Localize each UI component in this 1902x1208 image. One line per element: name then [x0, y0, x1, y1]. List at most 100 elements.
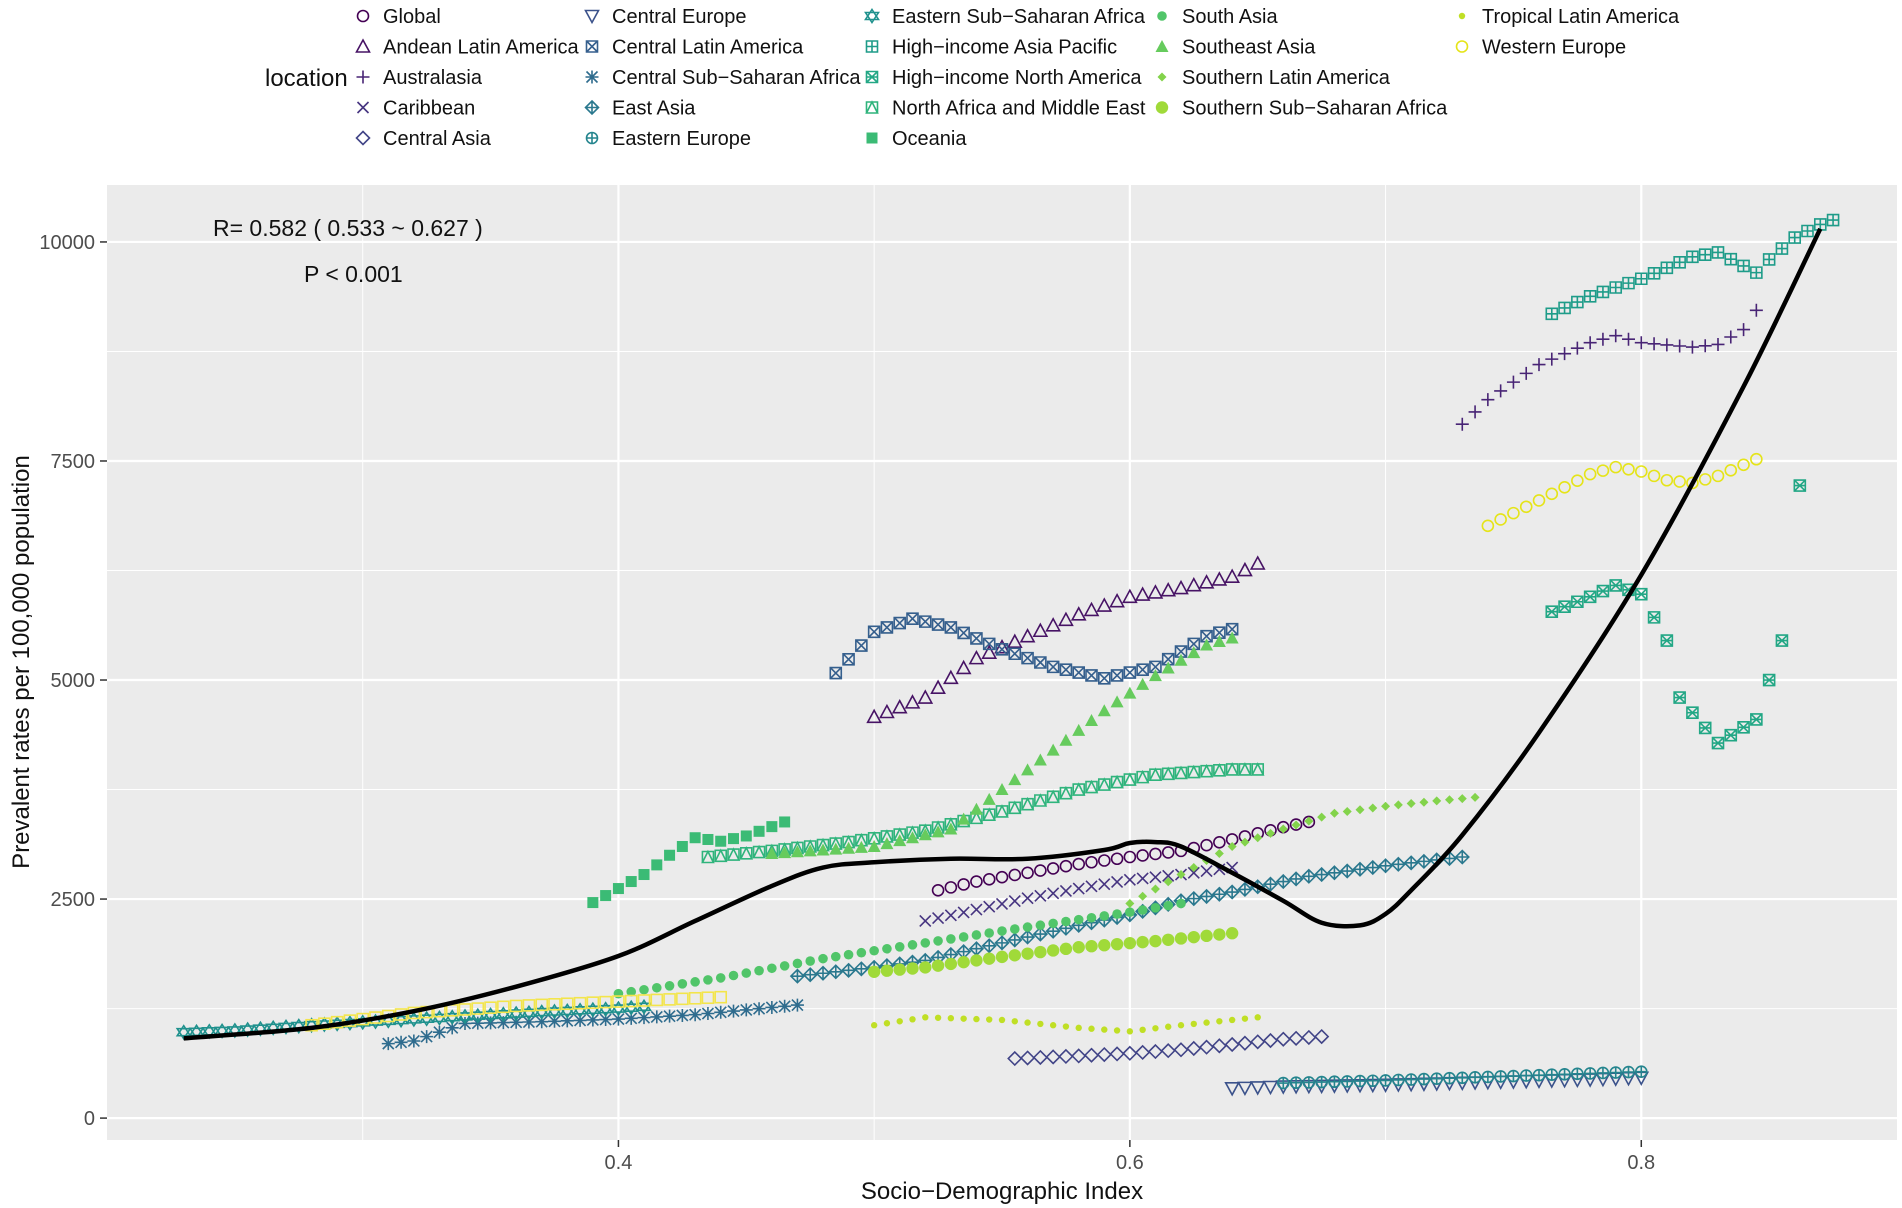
- data-point: [982, 792, 996, 805]
- data-point: [1506, 375, 1520, 389]
- data-point: [676, 992, 689, 1006]
- data-point: [1647, 611, 1661, 624]
- data-point: [906, 612, 919, 625]
- data-point: [958, 932, 969, 942]
- data-point: [1455, 1071, 1469, 1085]
- data-point: [1237, 561, 1253, 577]
- legend-item-australasia: Australasia: [356, 67, 483, 89]
- data-point: [919, 914, 932, 928]
- data-point: [703, 975, 713, 985]
- data-point: [931, 825, 945, 838]
- data-point: [393, 1012, 410, 1029]
- data-point: [891, 699, 908, 714]
- data-point: [802, 967, 818, 983]
- data-point: [445, 1021, 459, 1035]
- series-southeast-asia: [765, 631, 1239, 859]
- data-point: [1214, 849, 1224, 858]
- data-point: [815, 965, 831, 981]
- data-point: [1468, 405, 1482, 419]
- legend-label: Australasia: [383, 67, 483, 89]
- legend-label: Southern Latin America: [1182, 67, 1391, 89]
- data-point: [586, 1013, 600, 1027]
- data-point: [1199, 763, 1214, 778]
- data-point: [870, 1022, 878, 1029]
- data-point: [1673, 475, 1686, 488]
- data-point: [1213, 836, 1226, 849]
- y-tick-label: 10000: [39, 232, 95, 254]
- data-point: [995, 950, 1009, 964]
- data-point: [726, 847, 741, 861]
- data-point: [701, 849, 715, 864]
- data-point: [778, 846, 792, 859]
- data-point: [1047, 887, 1060, 900]
- legend-item-tropical-latin-america: Tropical Latin America: [1458, 6, 1680, 28]
- data-point: [739, 1003, 753, 1017]
- data-point: [1291, 820, 1301, 830]
- data-point: [1021, 892, 1034, 905]
- legend-label: Eastern Sub−Saharan Africa: [892, 6, 1146, 28]
- data-point: [1098, 878, 1111, 891]
- data-point: [973, 1015, 980, 1023]
- data-point: [930, 679, 946, 694]
- legend-key: [865, 70, 879, 84]
- data-point: [471, 1002, 485, 1015]
- data-point: [175, 1024, 192, 1041]
- data-point: [1507, 506, 1520, 520]
- data-point: [1150, 884, 1160, 894]
- data-point: [1034, 656, 1047, 669]
- data-point: [1073, 914, 1084, 925]
- data-point: [931, 883, 945, 897]
- data-point: [1138, 891, 1148, 901]
- data-point: [1046, 862, 1060, 875]
- data-point: [752, 1002, 766, 1016]
- data-point: [867, 625, 881, 639]
- series-southern-latin-america: [1125, 792, 1480, 908]
- data-point: [896, 1018, 903, 1025]
- data-point: [675, 1008, 689, 1022]
- data-point: [599, 1013, 613, 1027]
- data-point: [753, 825, 765, 837]
- data-point: [1622, 583, 1635, 597]
- data-point: [702, 833, 714, 845]
- data-point: [1596, 1066, 1610, 1080]
- data-point: [1059, 785, 1073, 800]
- data-point: [1024, 1019, 1031, 1026]
- data-point: [1110, 669, 1124, 682]
- data-point: [918, 615, 932, 628]
- data-point: [1558, 480, 1571, 494]
- data-point: [1253, 833, 1263, 843]
- data-point: [1583, 590, 1597, 604]
- data-point: [1046, 743, 1060, 756]
- data-point: [714, 1005, 728, 1019]
- data-point: [1009, 924, 1020, 934]
- data-point: [1085, 880, 1098, 893]
- data-point: [1750, 452, 1763, 466]
- data-point: [1240, 837, 1250, 847]
- legend-label: Western Europe: [1482, 37, 1626, 59]
- data-point: [1149, 934, 1162, 948]
- data-point: [1368, 803, 1378, 813]
- data-point: [1304, 816, 1314, 826]
- data-point: [394, 1035, 408, 1049]
- data-point: [880, 621, 894, 634]
- data-point: [1045, 617, 1061, 632]
- data-point: [1647, 337, 1661, 351]
- data-points: [175, 213, 1840, 1097]
- data-point: [1176, 898, 1186, 909]
- data-point: [1329, 808, 1339, 818]
- data-point: [1212, 634, 1226, 647]
- data-point: [1224, 1036, 1240, 1053]
- data-point: [1775, 634, 1789, 647]
- data-point: [560, 1014, 574, 1028]
- legend-item-central-latin-america: Central Latin America: [585, 37, 804, 59]
- data-point: [947, 1015, 955, 1022]
- data-point: [1724, 330, 1738, 344]
- data-point: [829, 666, 843, 680]
- data-point: [1750, 713, 1763, 726]
- data-point: [1750, 266, 1763, 279]
- data-point: [1126, 1028, 1134, 1035]
- data-point: [1200, 629, 1213, 643]
- data-point: [1059, 733, 1073, 746]
- data-point: [1634, 1065, 1648, 1078]
- data-point: [931, 618, 945, 631]
